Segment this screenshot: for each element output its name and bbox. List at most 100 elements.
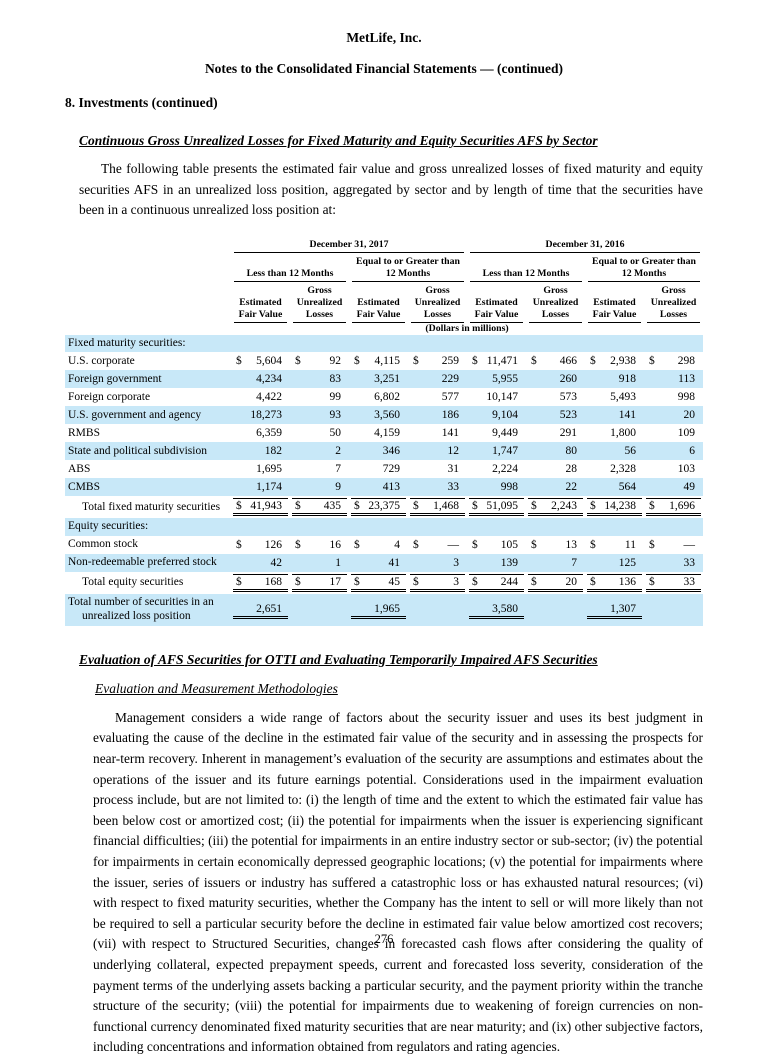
- cell-value: 93: [329, 409, 342, 422]
- cell-value: 229: [441, 373, 459, 386]
- dollar-sign: $: [354, 500, 360, 513]
- row-label: RMBS: [68, 426, 100, 439]
- cell-value: 1,695: [256, 463, 282, 476]
- period-label: Less than 12 Months: [234, 265, 346, 283]
- value-cell: $2,938: [585, 352, 644, 370]
- cell-value: 23,375: [368, 500, 400, 513]
- value-cell: 3: [408, 554, 467, 572]
- table-row: Foreign government 4,234 83 3,251 229 5,955 26…: [65, 370, 703, 389]
- dollar-sign: $: [472, 539, 478, 552]
- table-row: Equity securities:: [65, 518, 703, 537]
- cell-value: 31: [447, 463, 460, 476]
- cell-value: 1,965: [374, 602, 400, 615]
- period-label: Less than 12 Months: [470, 265, 582, 283]
- unrealized-losses-table: December 31, 2017 December 31, 2016 Less…: [65, 239, 703, 626]
- value-cell: 3,560: [349, 406, 408, 424]
- cell-value: 141: [441, 427, 459, 440]
- cell-value: 186: [441, 409, 459, 422]
- cell-value: 4,234: [256, 373, 282, 386]
- cell-value: 6,359: [256, 427, 282, 440]
- value-cell: $5,604: [231, 352, 290, 370]
- value-cell: 182: [231, 442, 290, 460]
- row-label: CMBS: [68, 480, 100, 493]
- cell-value: 573: [559, 391, 577, 404]
- value-cell: 573: [526, 388, 585, 406]
- cell-value: 9,449: [492, 427, 518, 440]
- value-cell: 1,747: [467, 442, 526, 460]
- cell-value: 244: [500, 576, 518, 589]
- dollar-sign: $: [531, 539, 537, 552]
- cell-value: 729: [382, 463, 400, 476]
- value-cell: 33: [644, 554, 703, 572]
- value-cell: 49: [644, 478, 703, 496]
- cell-value: 466: [559, 355, 577, 368]
- value-header-row: Estimated Fair Value Gross Unrealized Lo…: [65, 282, 703, 324]
- cell-value: 3,251: [374, 373, 400, 386]
- table-row: State and political subdivision 182 2 346 12…: [65, 442, 703, 461]
- year-2017-label: December 31, 2017: [234, 239, 464, 254]
- value-cell: $51,095: [467, 496, 526, 518]
- value-cell: 7: [526, 554, 585, 572]
- cell-value: 4,422: [256, 391, 282, 404]
- value-cell: $ —: [408, 536, 467, 554]
- table-row: Common stock $126 $16 $4 $ — $105 $13 $11 $ —: [65, 536, 703, 554]
- cell-value: 103: [677, 463, 695, 476]
- cell-value: 28: [565, 463, 578, 476]
- column-header-label: Gross Unrealized Losses: [529, 282, 582, 324]
- company-title: MetLife, Inc.: [346, 30, 422, 45]
- cell-value: 33: [683, 576, 696, 589]
- cell-value: 49: [683, 481, 696, 494]
- cell-value: 139: [500, 557, 518, 570]
- value-cell: $244: [467, 572, 526, 594]
- cell-value: 435: [323, 500, 341, 513]
- row-label: Fixed maturity securities:: [68, 336, 186, 349]
- value-cell: $17: [290, 572, 349, 594]
- cell-value: 1,468: [433, 500, 459, 513]
- dollar-sign: $: [531, 576, 537, 589]
- cell-value: 13: [565, 539, 578, 552]
- table-row: Foreign corporate 4,422 99 6,802 577 10,147 57…: [65, 388, 703, 406]
- period-header: Less than 12 Months: [231, 253, 349, 283]
- column-header-label: Estimated Fair Value: [588, 294, 641, 324]
- value-cell: 3,251: [349, 370, 408, 388]
- cell-value: 41: [388, 557, 401, 570]
- column-header: Estimated Fair Value: [231, 282, 290, 324]
- cell-value: 2,243: [551, 500, 577, 513]
- value-cell: 1,965: [349, 594, 408, 626]
- value-cell: 139: [467, 554, 526, 572]
- value-cell: 729: [349, 460, 408, 478]
- dollar-sign: $: [590, 500, 596, 513]
- cell-value: 12: [447, 445, 460, 458]
- value-cell: 2,224: [467, 460, 526, 478]
- value-cell: 3,580: [467, 594, 526, 626]
- cell-value: 22: [565, 481, 578, 494]
- value-cell: $136: [585, 572, 644, 594]
- value-cell: $92: [290, 352, 349, 370]
- dollar-sign: $: [590, 355, 596, 368]
- dollar-sign: $: [649, 500, 655, 513]
- cell-value: 113: [678, 373, 695, 386]
- value-cell: 22: [526, 478, 585, 496]
- cell-value: 6,802: [374, 391, 400, 404]
- value-cell: $33: [644, 572, 703, 594]
- dollars-note-row: (Dollars in millions): [65, 323, 703, 335]
- column-header: Estimated Fair Value: [467, 282, 526, 324]
- cell-value: 16: [329, 539, 342, 552]
- value-cell: 99: [290, 388, 349, 406]
- value-cell: 577: [408, 388, 467, 406]
- dollar-sign: $: [590, 539, 596, 552]
- value-cell: [526, 594, 585, 626]
- table-row: ABS 1,695 7 729 31 2,224 28 2,328 103: [65, 460, 703, 478]
- value-cell: 186: [408, 406, 467, 424]
- dollar-sign: $: [295, 355, 301, 368]
- value-cell: 1,695: [231, 460, 290, 478]
- column-header-label: Estimated Fair Value: [470, 294, 523, 324]
- dollar-sign: $: [295, 576, 301, 589]
- value-cell: 141: [408, 424, 467, 442]
- column-header: Gross Unrealized Losses: [526, 282, 585, 324]
- cell-value: 4: [394, 539, 400, 552]
- row-label: Non-redeemable preferred stock: [68, 556, 217, 569]
- dollar-sign: $: [472, 355, 478, 368]
- dollar-sign: $: [649, 576, 655, 589]
